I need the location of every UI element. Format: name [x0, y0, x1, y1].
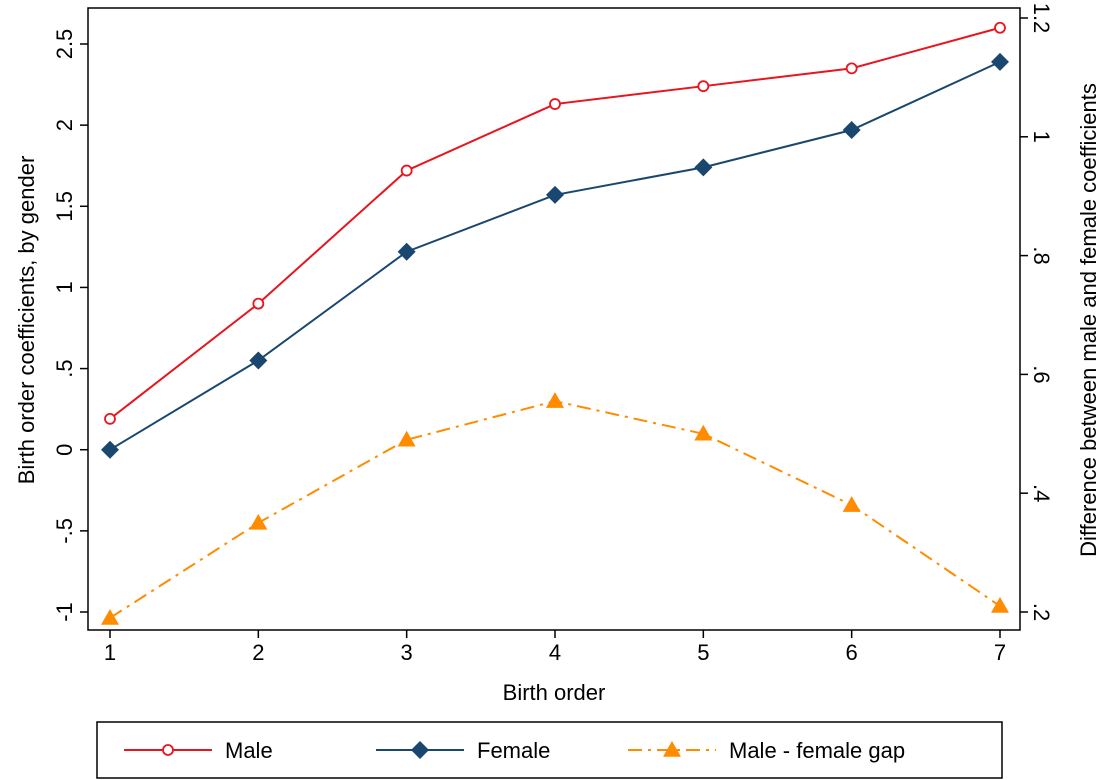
y2-tick-label: .8: [1029, 246, 1054, 264]
legend-label-male: Male: [225, 738, 273, 763]
data-point-male-female-gap: [694, 424, 713, 441]
data-point-female: [397, 242, 416, 261]
y-tick-label: -1: [52, 602, 77, 622]
data-point-female: [101, 440, 119, 459]
x-tick-label: 1: [104, 640, 116, 665]
data-point-male: [697, 80, 710, 93]
y-axis-left: -1 -.5 0 .5 1 1.5 2 2.5: [52, 29, 88, 622]
data-point-male: [549, 98, 561, 110]
data-point-male-female-gap: [546, 392, 564, 408]
x-axis-title: Birth order: [503, 680, 606, 705]
series-line-female: [109, 60, 1001, 451]
y-tick-label: 1: [52, 281, 77, 293]
y-tick-label: .5: [52, 359, 77, 377]
legend-label-male-female-gap: Male - female gap: [729, 738, 905, 763]
data-point-male-female-gap: [101, 608, 119, 625]
y2-tick-label: .4: [1029, 484, 1054, 502]
series-female: [101, 52, 1009, 459]
data-point-male: [994, 21, 1006, 34]
data-point-female: [249, 351, 268, 370]
series-male: [104, 21, 1006, 425]
x-axis: 1 2 3 4 5 6 7: [104, 630, 1006, 665]
data-point-male-female-gap: [397, 430, 416, 447]
data-point-female: [694, 158, 713, 177]
data-point-male-female-gap: [842, 496, 861, 512]
x-tick-label: 7: [994, 640, 1006, 665]
y2-tick-label: 1: [1029, 131, 1054, 143]
data-point-male-female-gap: [991, 597, 1009, 613]
legend-label-female: Female: [477, 738, 550, 763]
y-axis-title: Birth order coefficients, by gender: [14, 156, 39, 485]
series-line-male: [109, 26, 1001, 420]
legend: Male Female Male - female gap: [124, 738, 905, 763]
x-tick-label: 5: [697, 640, 709, 665]
y2-tick-label: .2: [1029, 603, 1054, 621]
y-axis-right: .2 .4 .6 .8 1 1.2: [1020, 3, 1054, 621]
plot-frame: [87, 7, 1021, 631]
x-tick-label: 3: [401, 640, 413, 665]
x-tick-label: 4: [549, 640, 561, 665]
data-point-female: [991, 52, 1009, 71]
y-tick-label: 2: [52, 119, 77, 131]
x-tick-label: 2: [252, 640, 264, 665]
legend-box: [96, 721, 1003, 779]
series-layer: [101, 21, 1009, 625]
y2-tick-label: .6: [1029, 365, 1054, 383]
series-male-female-gap: [101, 392, 1009, 625]
legend-marker-male: [162, 744, 174, 756]
data-point-male: [845, 62, 858, 75]
y2-axis-title: Difference between male and female coeff…: [1076, 83, 1100, 557]
data-point-male: [104, 412, 116, 425]
y-tick-label: 1.5: [52, 191, 77, 222]
data-point-female: [546, 185, 564, 204]
data-point-female: [842, 121, 861, 140]
y2-tick-label: 1.2: [1029, 3, 1054, 34]
x-tick-label: 6: [846, 640, 858, 665]
legend-marker-male-female-gap: [663, 741, 681, 757]
data-point-male-female-gap: [249, 513, 268, 530]
y-tick-label: 2.5: [52, 29, 77, 60]
series-line-male-female-gap: [109, 400, 1001, 619]
y-tick-label: 0: [52, 444, 77, 456]
data-point-male: [400, 164, 413, 177]
legend-marker-female: [411, 741, 429, 759]
data-point-male: [252, 297, 265, 310]
y-tick-label: -.5: [52, 518, 77, 544]
